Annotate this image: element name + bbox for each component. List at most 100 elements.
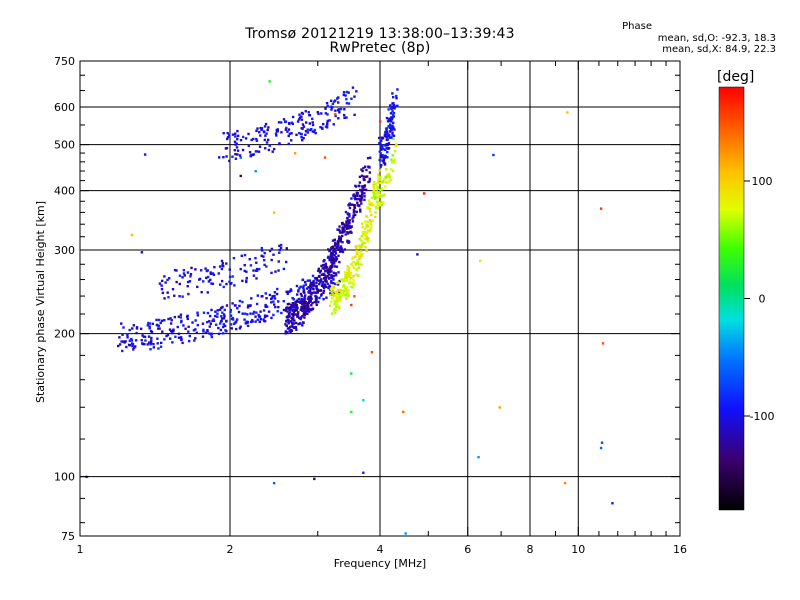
- data-point: [296, 306, 299, 310]
- data-point: [337, 297, 340, 300]
- data-point: [167, 317, 170, 321]
- data-point: [252, 312, 255, 315]
- data-point: [332, 260, 336, 263]
- data-point: [296, 315, 299, 318]
- data-point: [263, 263, 266, 267]
- data-point: [147, 341, 151, 344]
- data-point: [234, 321, 237, 324]
- data-point: [280, 311, 283, 315]
- data-point: [343, 286, 347, 290]
- x-tick-label: 10: [571, 543, 585, 556]
- data-point: [333, 254, 336, 257]
- data-point: [311, 121, 314, 124]
- data-point: [332, 274, 335, 278]
- data-point: [352, 261, 355, 264]
- data-point: [376, 200, 379, 204]
- data-point: [179, 316, 183, 319]
- data-point: [124, 340, 127, 343]
- data-point: [343, 107, 346, 111]
- data-point: [207, 280, 211, 283]
- data-point: [335, 298, 338, 301]
- data-point: [291, 321, 294, 324]
- colorbar-tick-label: 0: [759, 293, 766, 306]
- data-point: [259, 126, 262, 130]
- data-point: [141, 334, 144, 337]
- data-point: [314, 284, 317, 287]
- data-point: [166, 278, 169, 282]
- data-point: [340, 291, 343, 294]
- data-point: [370, 350, 374, 354]
- data-point: [330, 297, 334, 300]
- data-point: [194, 268, 197, 271]
- data-point: [222, 131, 225, 135]
- data-point: [286, 292, 289, 295]
- data-point: [317, 112, 320, 115]
- data-point: [254, 315, 257, 318]
- data-point: [243, 253, 247, 257]
- y-tick-label: 750: [54, 55, 75, 68]
- data-point: [328, 284, 331, 287]
- data-point: [323, 156, 327, 159]
- data-point: [318, 271, 322, 274]
- data-point: [234, 152, 237, 156]
- data-point: [216, 312, 219, 315]
- data-point: [338, 260, 341, 264]
- data-point: [395, 142, 398, 146]
- data-point: [159, 345, 163, 348]
- data-point: [196, 314, 200, 317]
- data-point: [599, 446, 603, 450]
- data-point: [347, 222, 350, 225]
- data-point: [326, 123, 329, 126]
- data-point: [133, 346, 136, 349]
- data-point: [563, 481, 567, 485]
- data-point: [308, 279, 312, 282]
- data-point: [345, 297, 348, 300]
- data-point: [272, 481, 276, 485]
- data-point: [332, 285, 336, 289]
- data-point: [225, 282, 228, 286]
- data-point: [233, 140, 237, 144]
- data-point: [296, 120, 300, 123]
- data-point: [206, 311, 210, 315]
- data-point: [329, 247, 333, 250]
- colorbar-label: [deg]: [717, 69, 755, 85]
- data-point: [348, 206, 352, 210]
- data-point: [378, 178, 382, 181]
- x-tick-label: 8: [527, 543, 534, 556]
- data-point: [270, 247, 274, 251]
- data-point: [361, 169, 364, 173]
- data-point: [363, 178, 366, 182]
- y-tick-label: 100: [54, 471, 75, 484]
- data-point: [149, 329, 153, 333]
- data-point: [169, 322, 173, 325]
- data-point: [213, 265, 216, 269]
- data-point: [234, 304, 237, 307]
- data-point: [374, 205, 378, 209]
- data-point: [287, 142, 290, 146]
- data-point: [342, 228, 345, 231]
- data-point: [338, 291, 341, 294]
- data-point: [375, 190, 379, 193]
- data-point: [148, 325, 151, 328]
- data-point: [302, 288, 306, 291]
- data-point: [187, 325, 190, 329]
- data-point: [392, 134, 396, 137]
- data-point: [347, 290, 350, 294]
- data-point: [266, 138, 270, 142]
- data-point: [167, 277, 171, 280]
- data-point: [291, 323, 294, 326]
- data-point: [355, 250, 358, 253]
- data-point: [330, 312, 334, 315]
- data-point: [222, 323, 225, 326]
- data-point: [381, 154, 384, 157]
- data-point: [188, 280, 192, 283]
- data-point: [337, 271, 340, 274]
- data-point: [223, 308, 226, 312]
- data-point: [305, 287, 309, 290]
- data-point: [358, 181, 362, 184]
- data-point: [355, 191, 359, 195]
- data-point: [186, 317, 189, 321]
- data-point: [234, 132, 237, 135]
- data-point: [391, 154, 394, 157]
- data-point: [299, 285, 302, 288]
